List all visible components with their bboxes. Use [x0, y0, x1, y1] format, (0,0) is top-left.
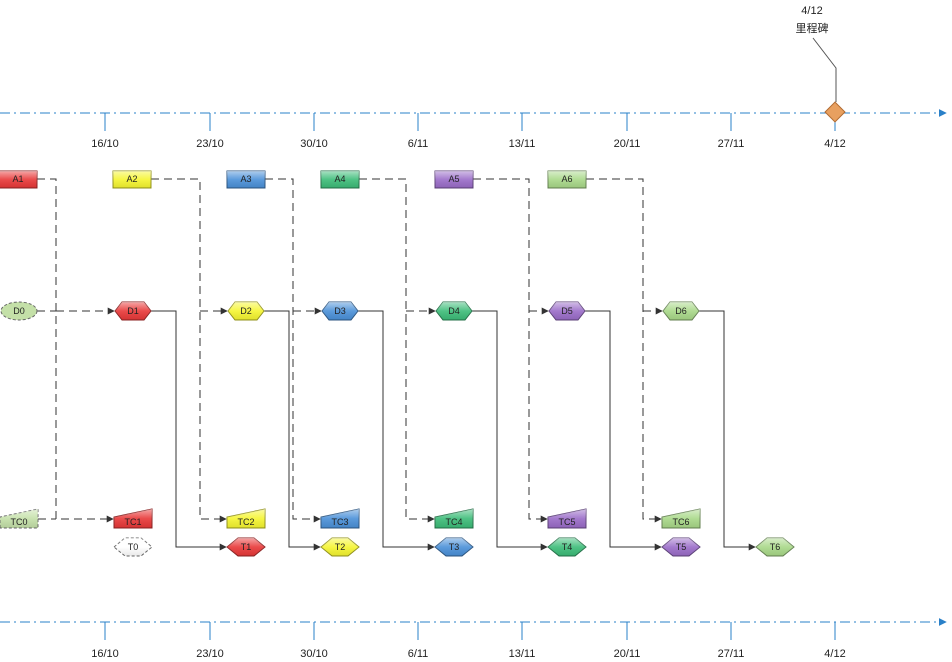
bottom-tick-label: 4/12	[824, 648, 845, 660]
bottom-tick-label: 23/10	[196, 648, 224, 660]
node-label: TC0	[10, 517, 27, 527]
top-tick-label: 4/12	[824, 138, 845, 150]
node-tc5[interactable]: TC5	[547, 508, 587, 529]
top-timeline-axis: 16/10 23/10 30/10 6/11 13/11 20/11 27/11 4/12	[0, 109, 947, 150]
milestone-date: 4/12	[801, 5, 822, 17]
dependency-connector	[265, 178, 321, 523]
node-label: A3	[240, 174, 251, 184]
node-d1[interactable]: D1	[114, 301, 152, 321]
bottom-timeline-axis: 16/10 23/10 30/10 6/11 13/11 20/11 27/11 4/12	[0, 618, 947, 660]
top-tick-label: 30/10	[300, 138, 328, 150]
node-label: T1	[241, 542, 252, 552]
node-label: A6	[561, 174, 572, 184]
node-label: TC2	[237, 517, 254, 527]
node-d6[interactable]: D6	[662, 301, 700, 321]
node-a5[interactable]: A5	[434, 170, 474, 189]
node-label: A2	[126, 174, 137, 184]
node-a3[interactable]: A3	[226, 170, 266, 189]
top-tick-label: 27/11	[718, 138, 745, 150]
node-a2[interactable]: A2	[112, 170, 152, 189]
flow-connector	[699, 310, 756, 551]
node-t5[interactable]: T5	[661, 537, 701, 557]
top-tick-label: 13/11	[509, 138, 536, 150]
node-d3[interactable]: D3	[321, 301, 359, 321]
flow-connector	[585, 310, 662, 551]
node-label: TC3	[331, 517, 348, 527]
node-tc2[interactable]: TC2	[226, 508, 266, 529]
node-t0[interactable]: T0	[113, 537, 153, 557]
dependency-connector	[359, 178, 435, 523]
node-tc1[interactable]: TC1	[113, 508, 153, 529]
connectors	[37, 178, 756, 551]
node-tc6[interactable]: TC6	[661, 508, 701, 529]
node-label: TC4	[445, 517, 462, 527]
node-tc4[interactable]: TC4	[434, 508, 474, 529]
node-label: D6	[675, 306, 687, 316]
node-label: A1	[12, 174, 23, 184]
node-label: D1	[127, 306, 139, 316]
bottom-tick-label: 13/11	[509, 648, 536, 660]
node-label: T6	[770, 542, 781, 552]
node-d5[interactable]: D5	[548, 301, 586, 321]
flow-connector	[264, 310, 321, 551]
milestone-label: 里程碑	[796, 22, 829, 35]
node-label: A4	[334, 174, 345, 184]
flow-connector	[151, 310, 227, 551]
node-a6[interactable]: A6	[547, 170, 587, 189]
node-label: D5	[561, 306, 573, 316]
node-label: TC1	[124, 517, 141, 527]
top-tick-label: 20/11	[614, 138, 641, 150]
bottom-tick-label: 6/11	[408, 648, 429, 660]
node-label: D3	[334, 306, 346, 316]
bottom-tick-label: 16/10	[91, 648, 119, 660]
node-t1[interactable]: T1	[226, 537, 266, 557]
node-label: T0	[128, 542, 139, 552]
dependency-connector	[586, 178, 662, 523]
node-label: T4	[562, 542, 573, 552]
top-tick-label: 16/10	[91, 138, 119, 150]
top-tick-label: 23/10	[196, 138, 224, 150]
top-tick-label: 6/11	[408, 138, 429, 150]
node-label: D4	[448, 306, 460, 316]
node-a1[interactable]: A1	[0, 170, 38, 189]
node-d0[interactable]: D0	[0, 301, 38, 321]
node-label: D0	[13, 306, 25, 316]
node-label: D2	[240, 306, 252, 316]
dependency-connector	[151, 178, 227, 523]
node-d4[interactable]: D4	[435, 301, 473, 321]
node-label: T3	[449, 542, 460, 552]
node-label: T2	[335, 542, 346, 552]
nodes: D0 TC0 T0 A1 D1 TC1 T1 A2 D2 TC2 T2 A3 D3 TC3 T3 A4 D4 TC…	[0, 170, 795, 557]
node-tc3[interactable]: TC3	[320, 508, 360, 529]
node-d2[interactable]: D2	[227, 301, 265, 321]
milestone-callout-line	[812, 37, 837, 102]
node-t2[interactable]: T2	[320, 537, 360, 557]
node-label: A5	[448, 174, 459, 184]
dependency-connector	[473, 178, 548, 523]
bottom-tick-label: 20/11	[614, 648, 641, 660]
bottom-tick-label: 27/11	[718, 648, 745, 660]
node-tc0[interactable]: TC0	[0, 508, 39, 529]
flow-connector	[358, 310, 435, 551]
node-t4[interactable]: T4	[547, 537, 587, 557]
bottom-tick-label: 30/10	[300, 648, 328, 660]
flow-connector	[472, 310, 548, 551]
diamond-icon[interactable]	[824, 101, 846, 123]
node-t3[interactable]: T3	[434, 537, 474, 557]
node-a4[interactable]: A4	[320, 170, 360, 189]
node-t6[interactable]: T6	[755, 537, 795, 557]
milestone: 4/12 里程碑	[796, 5, 846, 123]
node-label: T5	[676, 542, 687, 552]
node-label: TC6	[672, 517, 689, 527]
dependency-connector	[37, 178, 114, 523]
node-label: TC5	[558, 517, 575, 527]
